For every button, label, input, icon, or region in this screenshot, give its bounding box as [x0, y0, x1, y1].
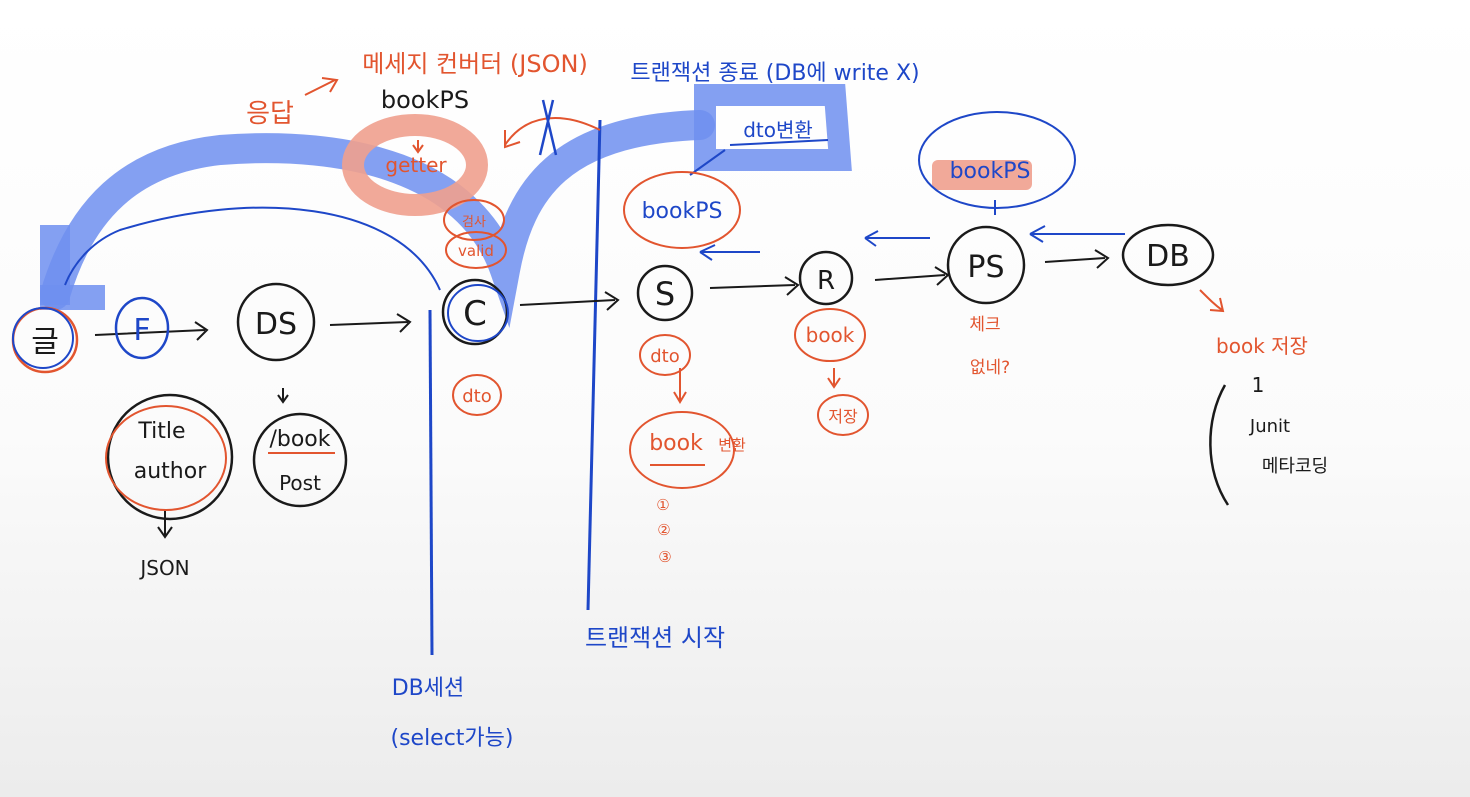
dispatcher-label: DS — [255, 307, 297, 342]
blue-highlight-return-arc — [40, 110, 715, 328]
service-book: book — [649, 431, 703, 456]
db-session-line1: DB세션 — [392, 676, 465, 701]
red-arrows — [304, 77, 1225, 404]
persistence-bookps: bookPS — [950, 159, 1031, 184]
service-label: S — [655, 275, 675, 313]
boundary-lines — [428, 119, 602, 656]
client-label: 글 — [31, 325, 59, 360]
cross-mark — [538, 99, 558, 156]
response-converter: 메세지 컨버터 (JSON) — [362, 50, 588, 78]
database-node — [1121, 223, 1215, 287]
filter-label: F — [133, 313, 150, 348]
flow-arrows — [94, 249, 1110, 539]
service-convert: 변환 — [718, 436, 746, 454]
db-session-line2: (select가능) — [390, 726, 513, 751]
persistence-check1: 체크 — [969, 315, 1000, 335]
service-node — [636, 264, 694, 322]
transaction-end: 트랜잭션 종료 (DB에 write X) — [630, 61, 919, 86]
bookps-service-circle — [623, 171, 741, 249]
controller-label: C — [463, 294, 487, 334]
repository-book: book — [806, 323, 855, 347]
service-step-3: ③ — [658, 548, 671, 566]
db-field2: 메타코딩 — [1262, 456, 1328, 477]
request-field-title: Title — [137, 419, 185, 444]
controller-validation1: 검사 — [462, 215, 486, 230]
db-id: 1 — [1252, 373, 1265, 397]
node-labels: 글 F DS C S R PS DB — [31, 239, 1190, 360]
repository-save: 저장 — [828, 407, 858, 426]
response-getter: getter — [385, 153, 447, 177]
dto-convert: dto변환 — [743, 118, 813, 142]
request-format: JSON — [138, 556, 189, 580]
db-save: book 저장 — [1216, 334, 1308, 358]
blue-highlight-arrowhead-base — [40, 285, 105, 310]
persistence-check2: 없네? — [970, 358, 1010, 378]
mapping-circle — [252, 412, 348, 508]
controller-dto: dto — [462, 386, 492, 407]
mapping-method: Post — [279, 471, 321, 495]
service-step-2: ② — [657, 521, 670, 539]
service-bookps: bookPS — [642, 199, 723, 224]
request-field-author: author — [134, 459, 207, 484]
highlights — [40, 84, 1032, 328]
filter-node — [114, 296, 170, 360]
persistence-node — [946, 225, 1026, 305]
db-field1: Junit — [1249, 416, 1290, 437]
dispatcher-node — [236, 282, 316, 362]
service-step-1: ① — [656, 496, 669, 514]
service-dto: dto — [650, 346, 680, 367]
response-label: 응답 — [246, 99, 294, 129]
db-session-line — [428, 309, 434, 656]
red-highlight-bookps — [932, 160, 1032, 190]
response-object: bookPS — [381, 86, 469, 114]
mapping-path: /book — [269, 427, 330, 452]
database-label: DB — [1146, 239, 1190, 274]
annotations: Title author JSON /book Post dto 검사 vali… — [134, 50, 1328, 751]
transaction-line — [586, 119, 602, 611]
persistence-label: PS — [967, 250, 1004, 285]
repository-label: R — [817, 266, 835, 296]
transaction-start: 트랜잭션 시작 — [585, 624, 725, 652]
repository-node — [798, 250, 854, 306]
blue-highlight-dto-box — [694, 84, 852, 171]
red-highlight-getter — [342, 114, 488, 216]
bookps-response-circle — [918, 111, 1076, 209]
controller-validation2: valid — [458, 242, 494, 260]
node-circles — [11, 111, 1230, 521]
request-body-circle — [106, 393, 234, 521]
